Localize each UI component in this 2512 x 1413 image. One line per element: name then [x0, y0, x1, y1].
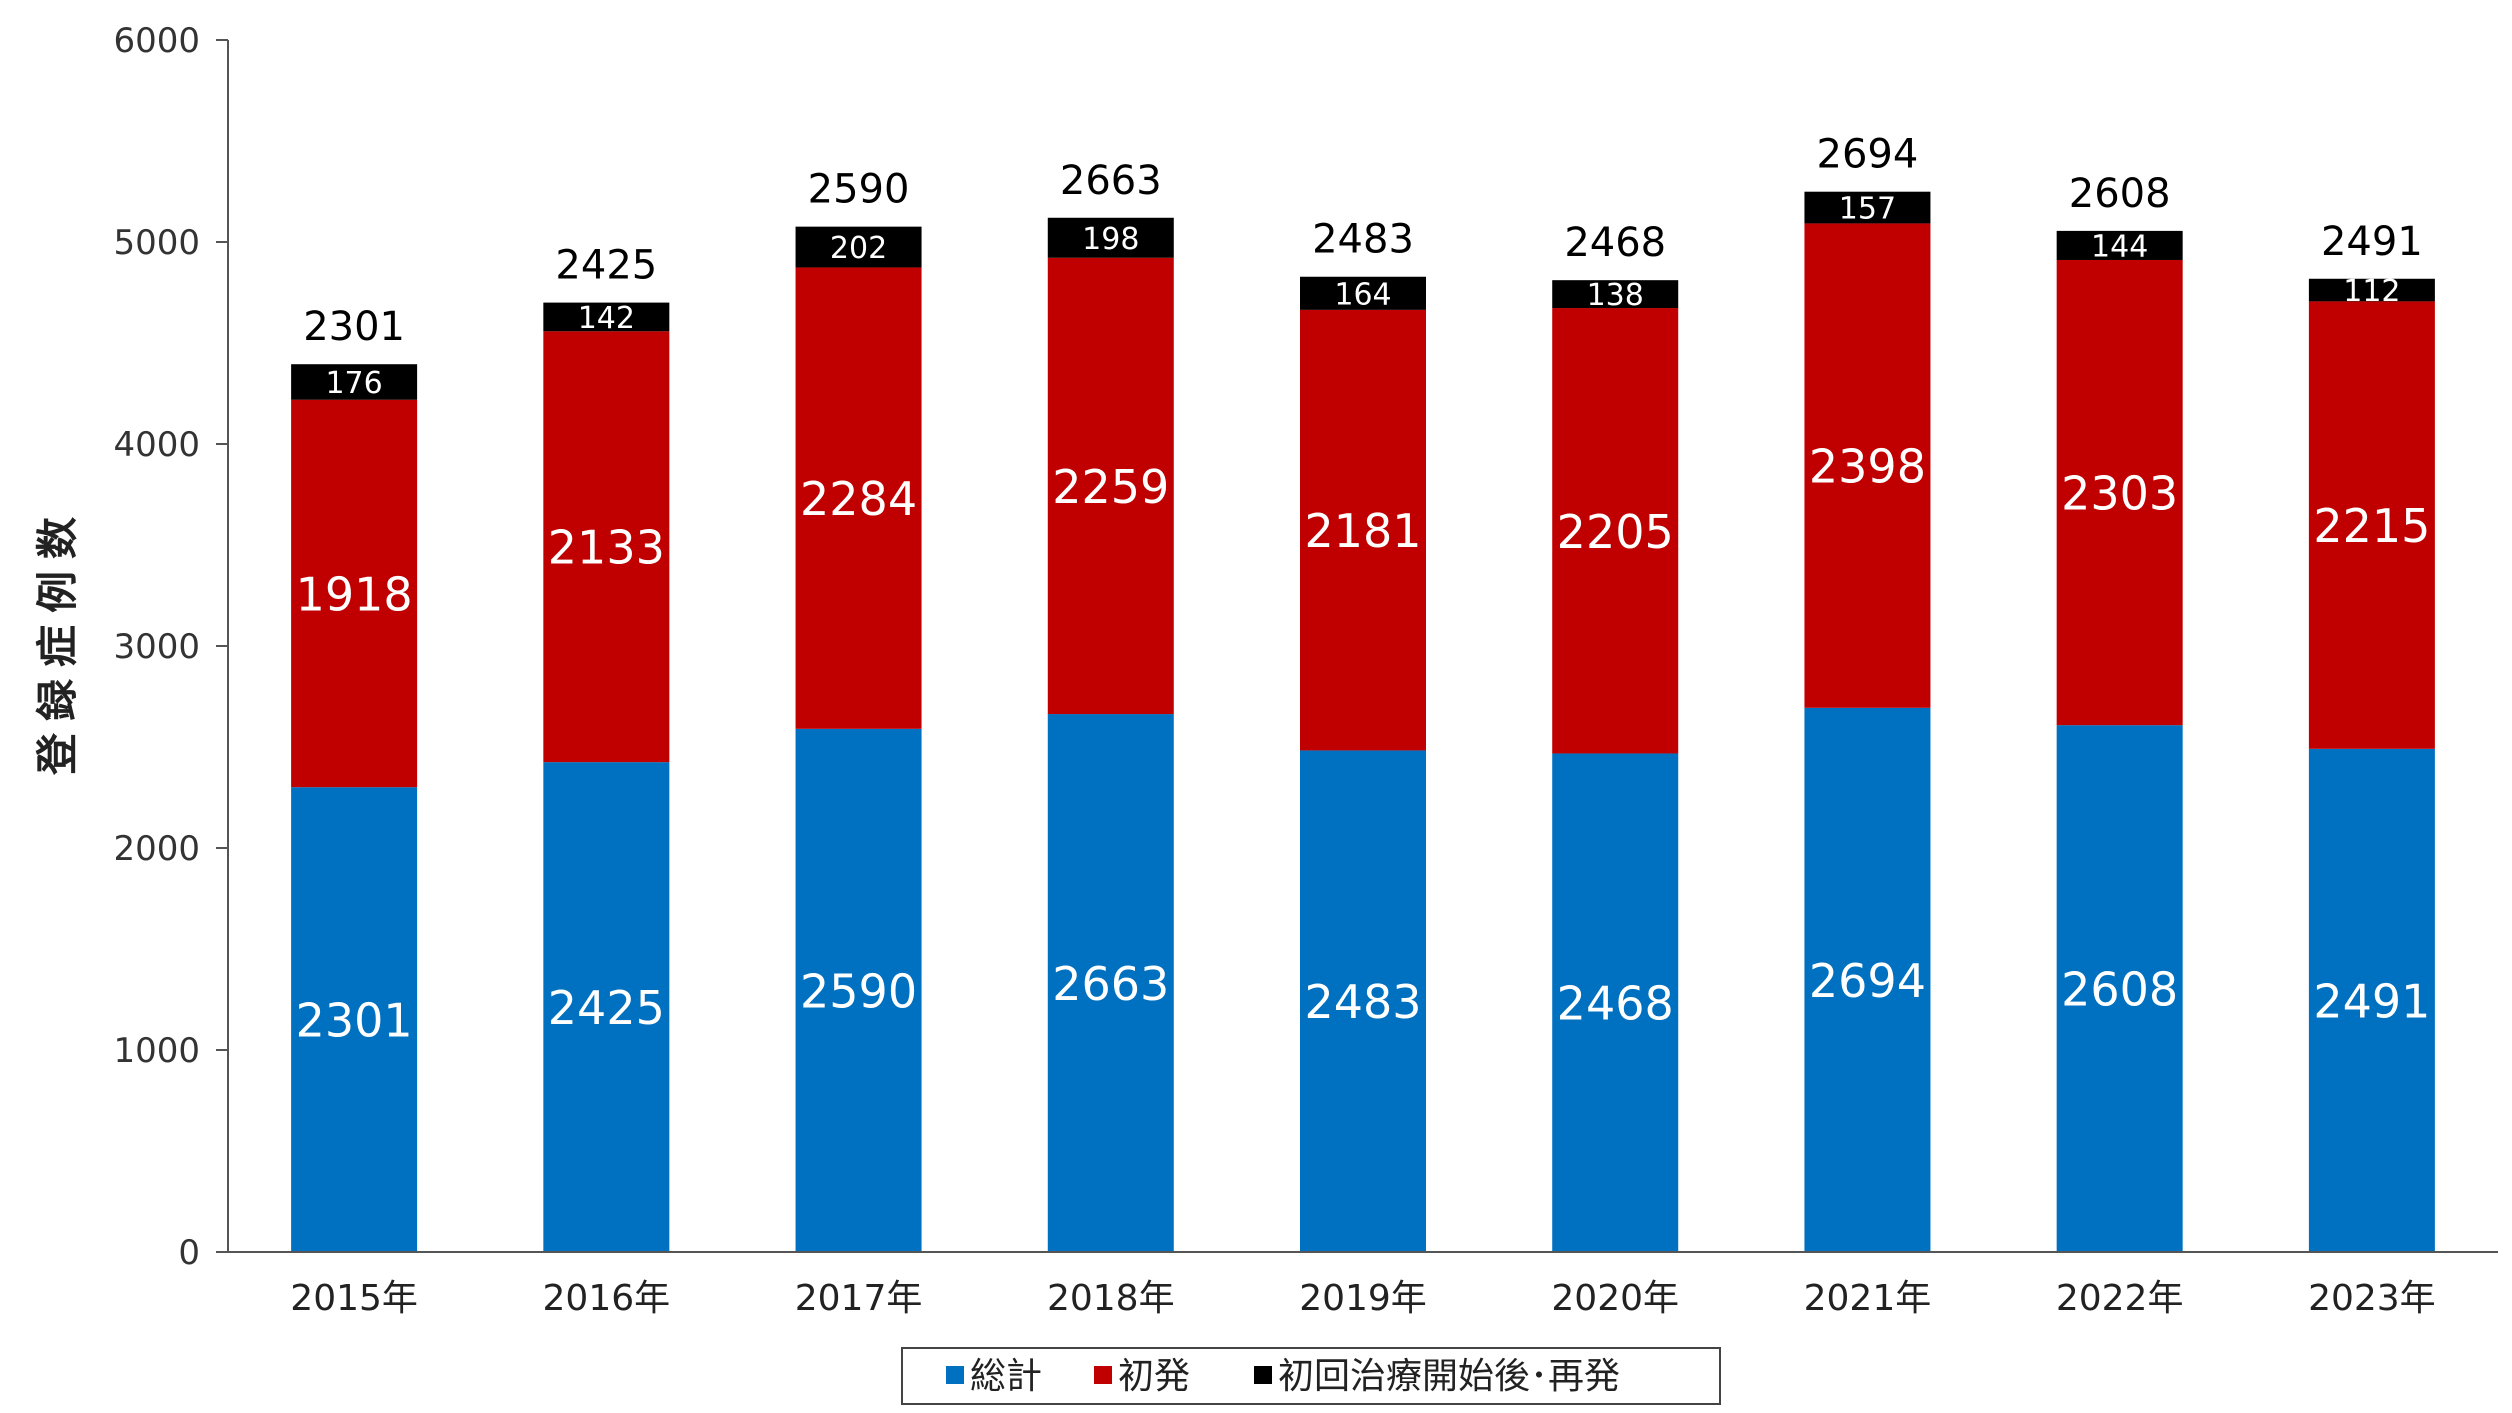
data-label: 176: [325, 366, 382, 401]
bar-segment-total: [543, 762, 670, 1252]
y-axis: 0 1000 2000 3000 4000 5000 6000: [113, 21, 229, 1273]
data-label: 202: [830, 231, 887, 266]
legend-label: 初回治療開始後･再発: [1278, 1356, 1620, 1397]
y-tick-label: 6000: [113, 21, 200, 61]
y-tick-label: 5000: [113, 223, 200, 263]
data-label: 2303: [2061, 467, 2178, 521]
bar-segment-recurrence: [1552, 280, 1679, 309]
y-tick-label: 3000: [113, 627, 200, 667]
legend: 総計 初発 初回治療開始後･再発: [901, 1347, 1721, 1405]
legend-swatch: [1094, 1366, 1112, 1384]
bar-segment-initial: [1047, 257, 1174, 715]
data-label: 2425: [548, 981, 665, 1035]
bar-segment-recurrence: [291, 364, 418, 400]
bar-segment-initial: [2056, 259, 2183, 726]
y-tick-label: 2000: [113, 829, 200, 869]
bar-total-label: 2590: [808, 167, 910, 213]
bar-segment-initial: [1300, 309, 1426, 751]
bar-segment-initial: [291, 399, 418, 788]
y-tick-label: 0: [178, 1233, 200, 1273]
data-label: 2181: [1304, 504, 1421, 558]
data-label: 142: [578, 301, 635, 336]
data-label: 2301: [296, 994, 413, 1048]
legend-swatch: [946, 1366, 964, 1384]
data-label: 2608: [2061, 963, 2178, 1017]
bar-segment-recurrence: [2308, 278, 2435, 302]
data-label: 138: [1587, 278, 1644, 313]
x-tick-label: 2022年: [2056, 1278, 2184, 1319]
x-tick-label: 2019年: [1299, 1278, 1427, 1319]
data-label: 2694: [1809, 954, 1926, 1008]
data-label: 144: [2091, 229, 2148, 264]
bar-segment-total: [795, 728, 922, 1252]
bar-segment-recurrence: [1804, 191, 1931, 224]
x-tick-label: 2016年: [543, 1278, 671, 1319]
bars: 2301 1918 176 2301 2425 2133 142 2425 2590 2284 20…: [291, 132, 2435, 1252]
data-label: 1918: [296, 567, 413, 621]
bar-segment-initial: [795, 267, 922, 729]
data-label: 2284: [800, 472, 917, 526]
data-label: 2259: [1052, 460, 1169, 514]
y-tick-label: 1000: [113, 1031, 200, 1071]
bar-segment-total: [1804, 707, 1931, 1252]
bar-total-label: 2425: [555, 243, 657, 289]
data-label: 157: [1839, 192, 1896, 227]
x-axis: 2015年 2016年 2017年 2018年 2019年 2020年 2021年 2022年…: [228, 1251, 2498, 1319]
x-tick-label: 2020年: [1551, 1278, 1679, 1319]
x-tick-label: 2015年: [290, 1278, 418, 1319]
bar-segment-recurrence: [1047, 217, 1174, 258]
bar-total-label: 2663: [1060, 158, 1162, 204]
data-label: 2205: [1557, 505, 1674, 559]
bar-segment-total: [1047, 714, 1174, 1252]
bar-segment-total: [291, 787, 418, 1252]
bar-segment-recurrence: [543, 302, 670, 332]
data-label: 164: [1334, 277, 1391, 312]
data-label: 198: [1082, 222, 1139, 257]
bar-segment-total: [1300, 750, 1426, 1252]
data-label: 2468: [1557, 977, 1674, 1031]
x-tick-label: 2023年: [2308, 1278, 2436, 1319]
data-label: 2398: [1809, 440, 1926, 494]
bar-segment-initial: [543, 331, 670, 763]
bar-segment-total: [1552, 753, 1679, 1252]
bar-total-label: 2301: [303, 304, 405, 350]
bar-segment-initial: [2308, 301, 2435, 749]
bar-segment-recurrence: [795, 226, 922, 268]
bar-total-label: 2608: [2069, 171, 2171, 217]
legend-swatch: [1254, 1366, 1272, 1384]
data-label: 2215: [2313, 499, 2430, 553]
bar-segment-recurrence: [2056, 230, 2183, 260]
bar-segment-recurrence: [1300, 276, 1426, 310]
x-tick-label: 2017年: [795, 1278, 923, 1319]
data-label: 2491: [2313, 974, 2430, 1028]
legend-label: 初発: [1118, 1356, 1190, 1397]
bar-total-label: 2491: [2321, 219, 2423, 265]
x-tick-label: 2018年: [1047, 1278, 1175, 1319]
bar-segment-total: [2308, 748, 2435, 1252]
data-label: 112: [2343, 274, 2400, 309]
data-label: 2590: [800, 964, 917, 1018]
data-label: 2483: [1304, 975, 1421, 1029]
bar-segment-total: [2056, 725, 2183, 1252]
legend-box: [901, 1347, 1721, 1405]
bar-total-label: 2694: [1817, 132, 1919, 178]
y-tick-label: 4000: [113, 425, 200, 465]
bar-segment-initial: [1804, 223, 1931, 708]
legend-label: 総計: [970, 1356, 1042, 1397]
bar-segment-initial: [1552, 308, 1679, 754]
y-axis-title: 登録症例数: [33, 505, 82, 776]
bar-total-label: 2483: [1312, 217, 1414, 263]
data-label: 2663: [1052, 957, 1169, 1011]
x-tick-label: 2021年: [1804, 1278, 1932, 1319]
data-label: 2133: [548, 521, 665, 575]
bar-total-label: 2468: [1564, 220, 1666, 266]
